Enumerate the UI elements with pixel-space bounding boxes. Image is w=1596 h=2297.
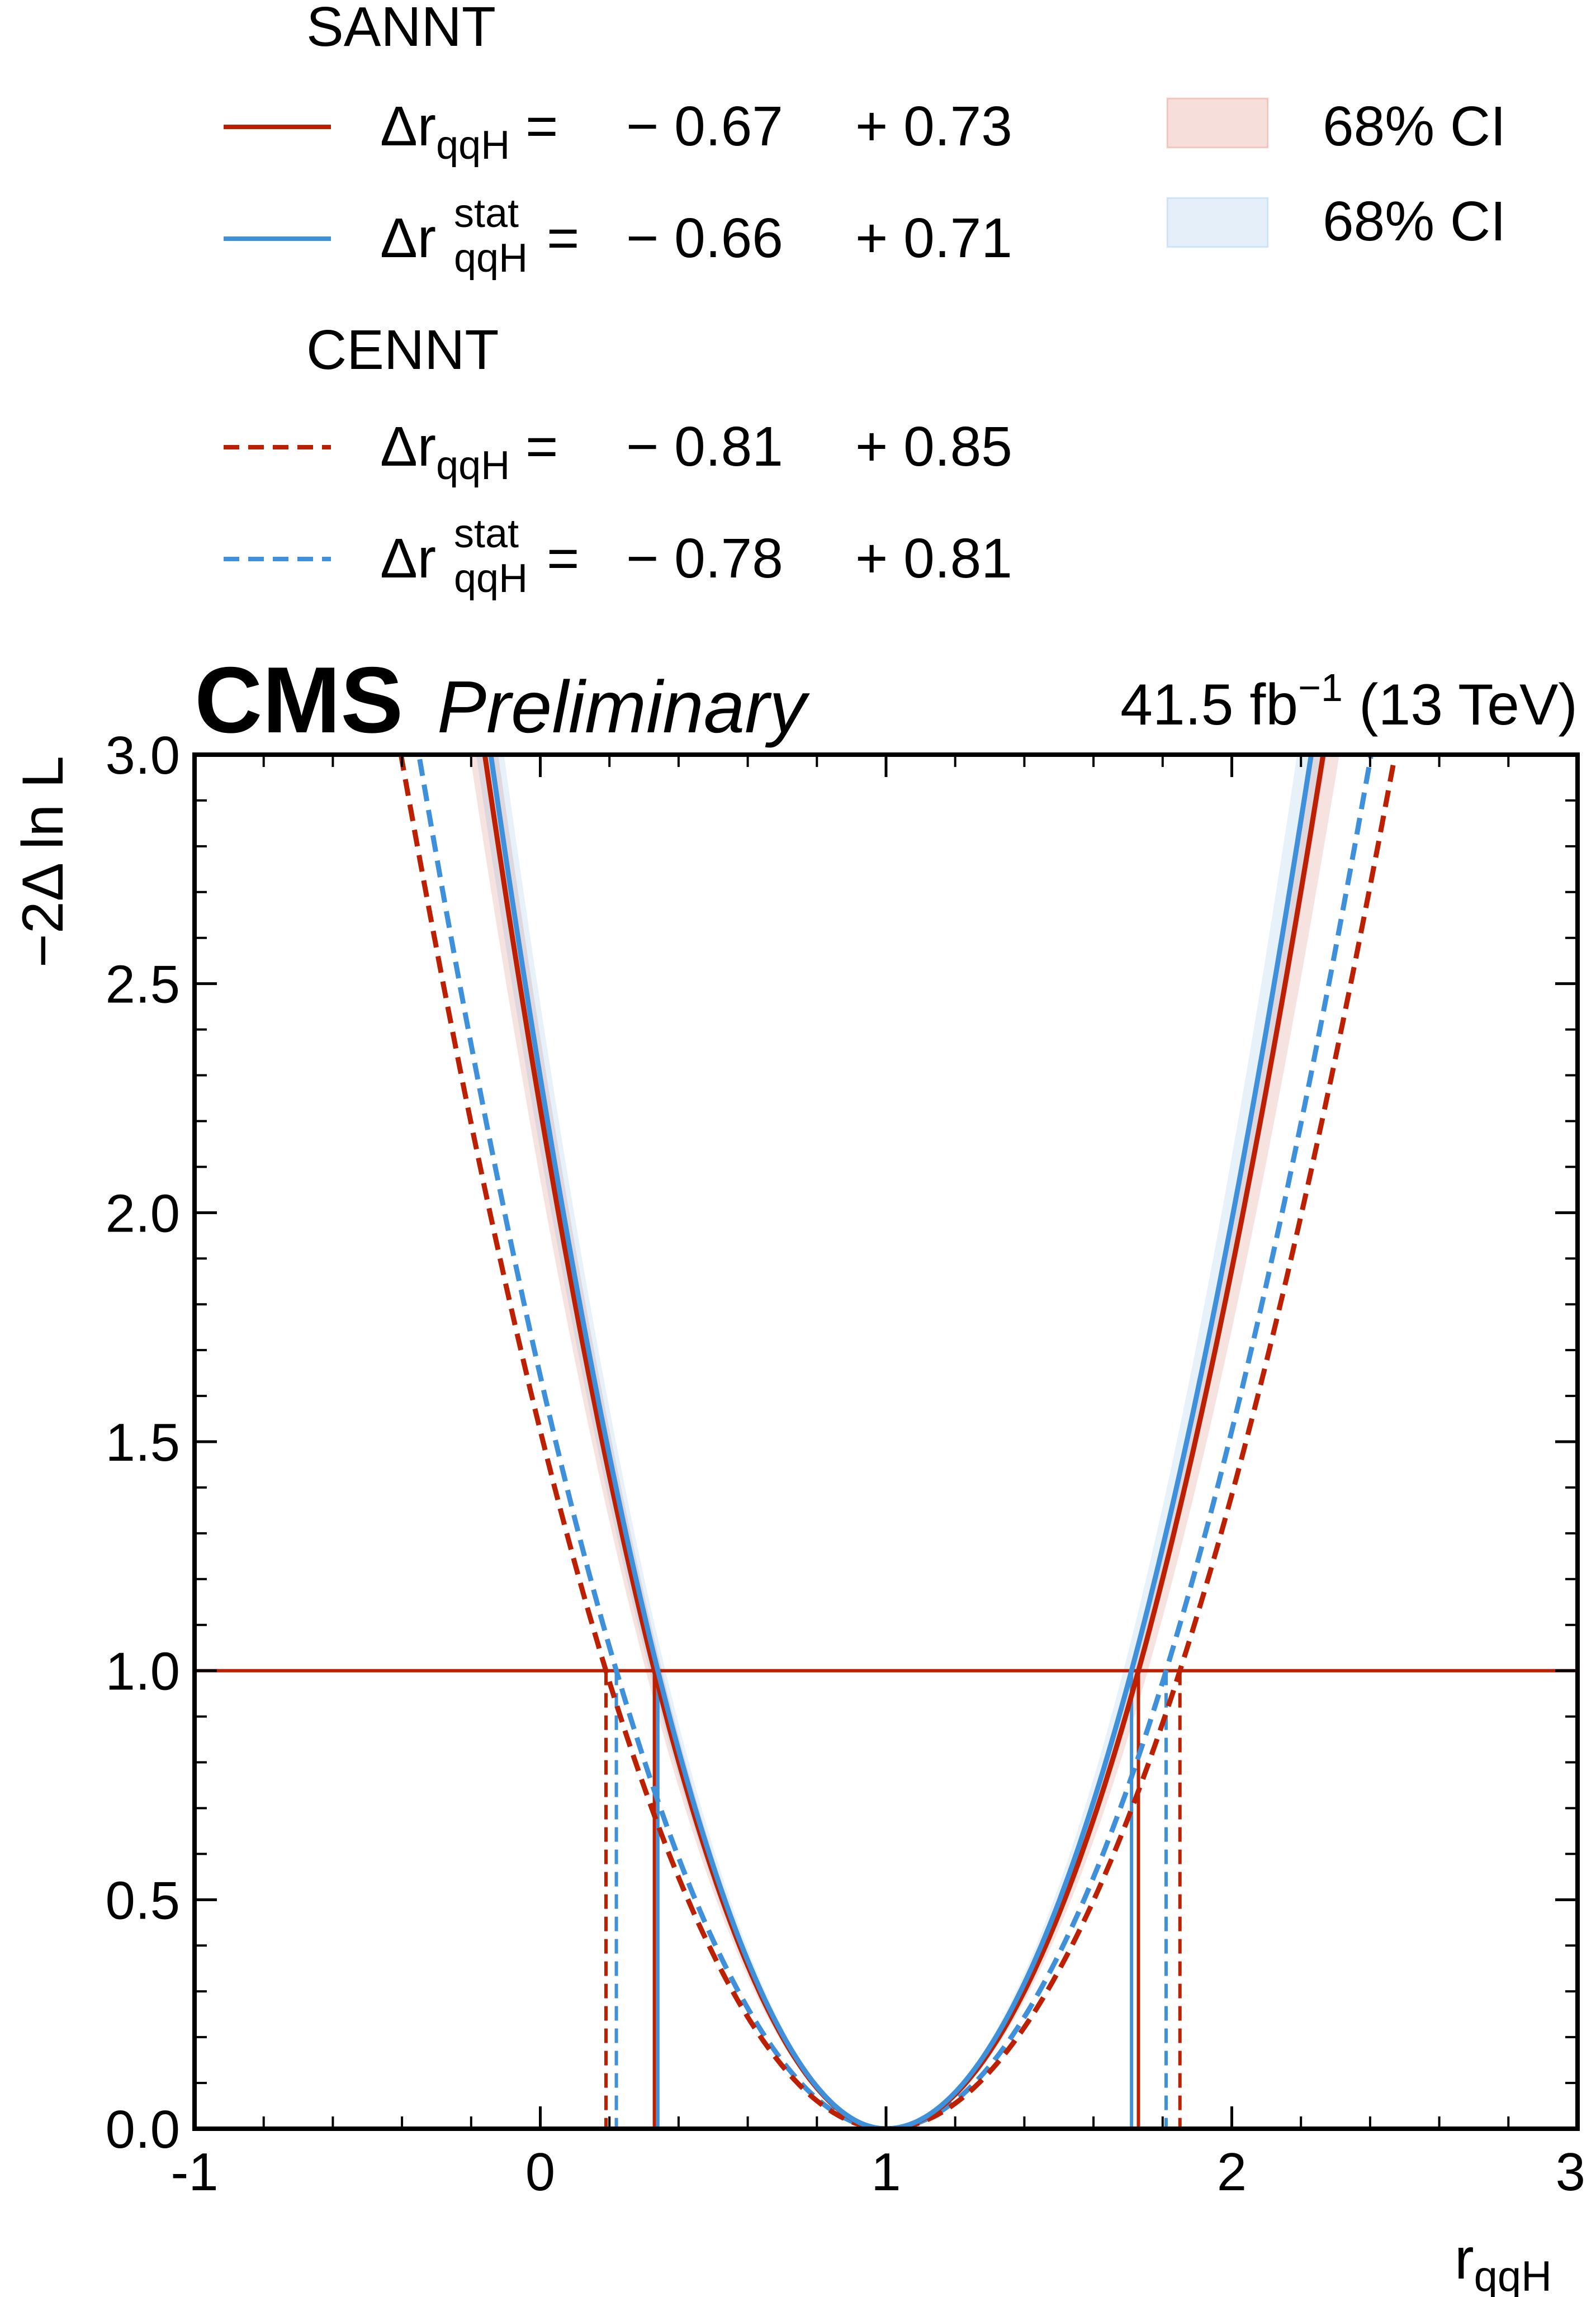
legend-band-blue: 68% CI xyxy=(1166,190,1506,253)
legend-plus-sannt-total: + 0.73 xyxy=(855,95,1012,158)
preliminary-label: Preliminary xyxy=(437,666,810,748)
legend-text-sannt-total: ΔrqqH = xyxy=(380,95,558,168)
legend-minus-sannt-stat: − 0.66 xyxy=(626,207,783,269)
y-tick-label: 3.0 xyxy=(106,726,180,785)
luminosity-label: 41.5 fb−1 (13 TeV) xyxy=(1120,666,1578,737)
legend-eq-cennt-stat: = xyxy=(547,527,579,590)
y-tick-label: 0.0 xyxy=(106,2100,180,2159)
y-tick-label: 1.5 xyxy=(106,1413,180,1472)
experiment-label: CMS xyxy=(195,647,403,752)
legend: SANNT ΔrqqH = − 0.67 + 0.73 Δr stat qqH … xyxy=(224,0,1506,601)
legend-sub-sannt-stat: qqH xyxy=(454,236,528,281)
legend-entry-sannt-total: ΔrqqH = − 0.67 + 0.73 xyxy=(224,95,1012,168)
legend-group-title-sannt: SANNT xyxy=(306,0,496,58)
y-tick-label: 2.0 xyxy=(106,1183,180,1243)
y-tick-label: 1.0 xyxy=(106,1642,180,1702)
y-axis-label: −2Δ ln L xyxy=(11,756,75,968)
legend-band-red: 68% CI xyxy=(1166,95,1506,158)
legend-entry-sannt-stat: Δr stat qqH = − 0.66 + 0.71 xyxy=(224,191,1012,281)
legend-eq-sannt-stat: = xyxy=(547,207,579,269)
legend-plus-cennt-stat: + 0.81 xyxy=(855,527,1012,590)
x-tick-label: 2 xyxy=(1217,2142,1247,2202)
legend-minus-sannt-total: − 0.67 xyxy=(626,95,783,158)
x-tick-label: 0 xyxy=(525,2142,555,2202)
x-axis-label: rqqH xyxy=(1455,2227,1552,2297)
legend-entry-cennt-stat: Δr stat qqH = − 0.78 + 0.81 xyxy=(224,512,1012,601)
legend-group-title-cennt: CENNT xyxy=(306,319,499,381)
plot-frame xyxy=(192,752,1580,2131)
legend-entry-cennt-total: ΔrqqH = − 0.81 + 0.85 xyxy=(224,415,1012,488)
y-tick-label: 0.5 xyxy=(106,1870,180,1930)
legend-plus-cennt-total: + 0.85 xyxy=(855,415,1012,478)
legend-symbol-sannt-stat: Δr xyxy=(380,207,436,269)
legend-band-swatch-red xyxy=(1166,97,1269,149)
legend-minus-cennt-stat: − 0.78 xyxy=(626,527,783,590)
axis-ticks xyxy=(193,753,1579,2130)
legend-text-cennt-total: ΔrqqH = xyxy=(380,415,558,488)
plot-content xyxy=(195,755,1578,2129)
y-tick-label: 2.5 xyxy=(106,955,180,1015)
legend-band-label-red: 68% CI xyxy=(1323,95,1506,158)
legend-sup-cennt-stat: stat xyxy=(454,512,519,556)
legend-band-swatch-blue xyxy=(1166,197,1269,248)
legend-sup-sannt-stat: stat xyxy=(454,191,519,236)
nll-curve-cennt-stat xyxy=(416,755,1374,2129)
x-tick-label: 1 xyxy=(871,2142,901,2202)
nll-curve-cennt-total xyxy=(398,755,1398,2129)
tick-labels: -1 0 1 2 3 0.0 0.5 1.0 1.5 2.0 2.5 3.0 xyxy=(106,726,1585,2202)
legend-band-label-blue: 68% CI xyxy=(1323,190,1506,253)
legend-minus-cennt-total: − 0.81 xyxy=(626,415,783,478)
x-tick-label: 3 xyxy=(1556,2142,1585,2202)
x-tick-label: -1 xyxy=(171,2142,218,2202)
legend-symbol-cennt-stat: Δr xyxy=(380,527,436,590)
legend-sub-cennt-stat: qqH xyxy=(454,556,528,601)
legend-plus-sannt-stat: + 0.71 xyxy=(855,207,1012,269)
